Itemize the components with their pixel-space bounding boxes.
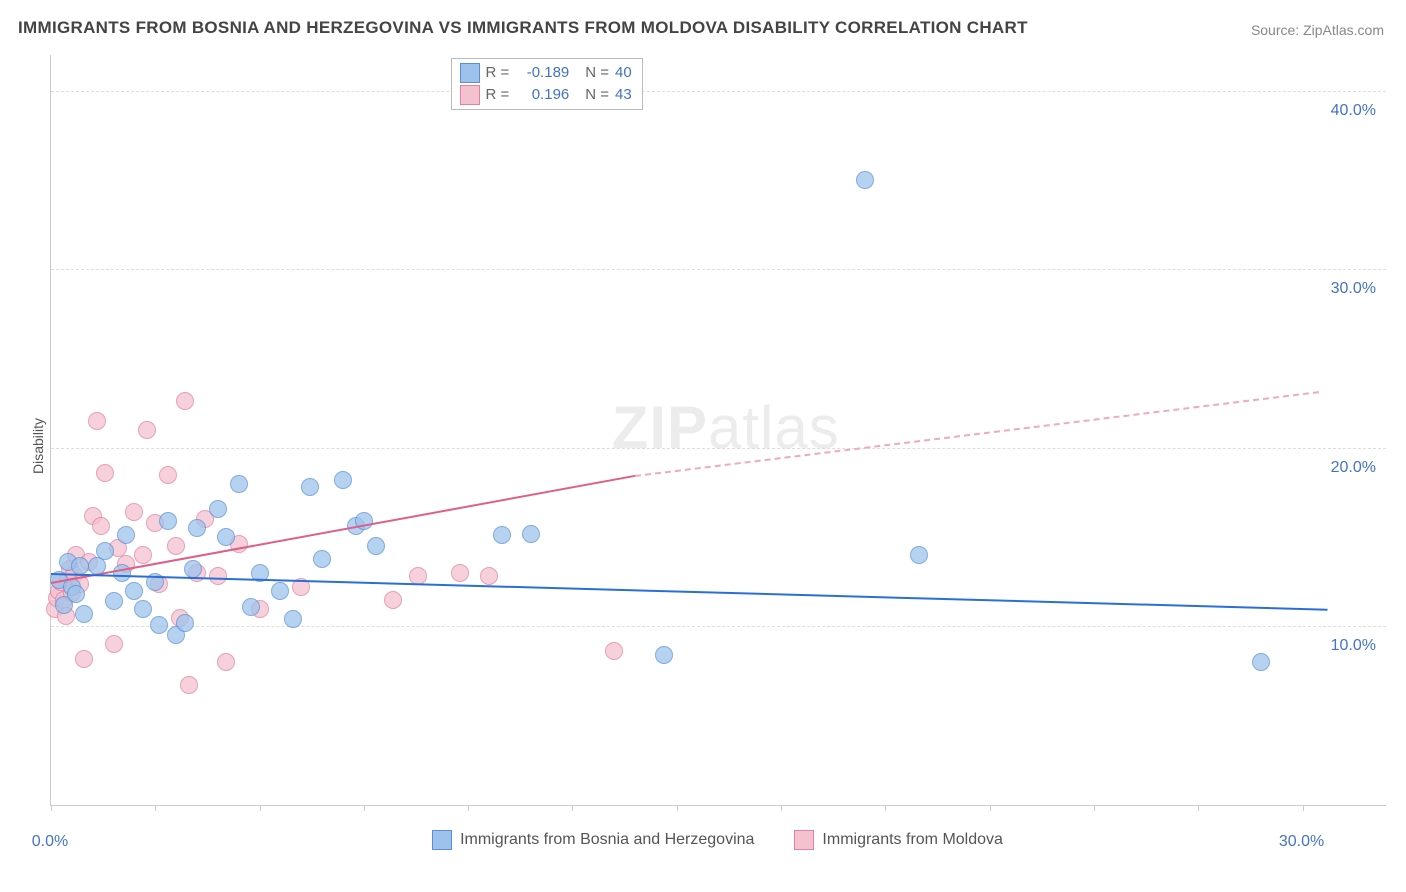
scatter-point-bosnia: [134, 600, 152, 618]
scatter-point-bosnia: [75, 605, 93, 623]
legend-stats-row: R = -0.189 N = 40: [460, 62, 632, 84]
source-attribution: Source: ZipAtlas.com: [1251, 22, 1384, 38]
scatter-point-bosnia: [493, 526, 511, 544]
x-tick: [1198, 805, 1199, 811]
scatter-point-bosnia: [301, 478, 319, 496]
scatter-point-moldova: [138, 421, 156, 439]
x-tick-label: 0.0%: [32, 833, 68, 851]
scatter-point-bosnia: [910, 546, 928, 564]
x-tick: [781, 805, 782, 811]
scatter-point-moldova: [75, 650, 93, 668]
scatter-point-bosnia: [230, 475, 248, 493]
chart-title: IMMIGRANTS FROM BOSNIA AND HERZEGOVINA V…: [18, 18, 1028, 38]
scatter-point-bosnia: [105, 592, 123, 610]
x-tick: [364, 805, 365, 811]
legend-r-label: R =: [486, 62, 510, 84]
y-tick-label: 40.0%: [1331, 102, 1376, 120]
x-tick: [1094, 805, 1095, 811]
legend-stats-row: R = 0.196 N = 43: [460, 84, 632, 106]
scatter-point-bosnia: [217, 528, 235, 546]
scatter-point-bosnia: [188, 519, 206, 537]
x-tick: [677, 805, 678, 811]
scatter-point-bosnia: [125, 582, 143, 600]
legend-series: Immigrants from Bosnia and Herzegovina Im…: [50, 830, 1385, 850]
gridline: [51, 91, 1386, 92]
legend-n-value: 43: [615, 84, 632, 106]
scatter-point-bosnia: [313, 550, 331, 568]
scatter-point-moldova: [167, 537, 185, 555]
x-tick: [1303, 805, 1304, 811]
legend-n-label: N =: [585, 84, 609, 106]
scatter-point-bosnia: [242, 598, 260, 616]
scatter-point-moldova: [134, 546, 152, 564]
scatter-point-bosnia: [209, 500, 227, 518]
legend-r-label: R =: [486, 84, 510, 106]
x-tick: [572, 805, 573, 811]
scatter-point-bosnia: [856, 171, 874, 189]
scatter-point-moldova: [384, 591, 402, 609]
scatter-point-bosnia: [113, 564, 131, 582]
scatter-plot: ZIPatlas 10.0% 20.0% 30.0% 40.0%: [50, 55, 1386, 806]
scatter-point-moldova: [92, 517, 110, 535]
y-tick-label: 20.0%: [1331, 459, 1376, 477]
scatter-point-moldova: [209, 567, 227, 585]
scatter-point-bosnia: [71, 557, 89, 575]
y-axis-label: Disability: [30, 418, 46, 474]
x-tick-label: 30.0%: [1279, 833, 1324, 851]
legend-n-label: N =: [585, 62, 609, 84]
scatter-point-bosnia: [655, 646, 673, 664]
legend-r-value: 0.196: [515, 84, 569, 106]
scatter-point-bosnia: [367, 537, 385, 555]
scatter-point-moldova: [88, 412, 106, 430]
gridline: [51, 448, 1386, 449]
scatter-point-bosnia: [150, 616, 168, 634]
scatter-point-bosnia: [284, 610, 302, 628]
scatter-point-moldova: [180, 676, 198, 694]
legend-series-label: Immigrants from Moldova: [822, 831, 1003, 849]
y-tick-label: 30.0%: [1331, 280, 1376, 298]
scatter-point-moldova: [96, 464, 114, 482]
legend-swatch: [460, 85, 480, 105]
x-tick: [468, 805, 469, 811]
scatter-point-bosnia: [1252, 653, 1270, 671]
scatter-point-bosnia: [184, 560, 202, 578]
scatter-point-bosnia: [117, 526, 135, 544]
watermark: ZIPatlas: [612, 393, 840, 462]
legend-n-value: 40: [615, 62, 632, 84]
trendline-moldova-dashed: [635, 391, 1319, 477]
scatter-point-moldova: [480, 567, 498, 585]
gridline: [51, 269, 1386, 270]
legend-stats-box: R = -0.189 N = 40 R = 0.196 N = 43: [451, 58, 643, 110]
legend-series-label: Immigrants from Bosnia and Herzegovina: [460, 831, 754, 849]
x-tick: [155, 805, 156, 811]
x-tick: [990, 805, 991, 811]
scatter-point-moldova: [159, 466, 177, 484]
scatter-point-moldova: [605, 642, 623, 660]
scatter-point-bosnia: [522, 525, 540, 543]
legend-series-item: Immigrants from Bosnia and Herzegovina: [432, 830, 754, 850]
legend-swatch: [794, 830, 814, 850]
legend-swatch: [460, 63, 480, 83]
scatter-point-moldova: [125, 503, 143, 521]
scatter-point-bosnia: [334, 471, 352, 489]
legend-series-item: Immigrants from Moldova: [794, 830, 1003, 850]
scatter-point-bosnia: [176, 614, 194, 632]
trendline-moldova-solid: [51, 475, 635, 584]
scatter-point-moldova: [176, 392, 194, 410]
x-tick: [51, 805, 52, 811]
scatter-point-moldova: [451, 564, 469, 582]
x-tick: [885, 805, 886, 811]
legend-r-value: -0.189: [515, 62, 569, 84]
scatter-point-bosnia: [67, 585, 85, 603]
gridline: [51, 626, 1386, 627]
x-tick: [260, 805, 261, 811]
scatter-point-moldova: [217, 653, 235, 671]
scatter-point-bosnia: [96, 542, 114, 560]
scatter-point-moldova: [105, 635, 123, 653]
scatter-point-bosnia: [271, 582, 289, 600]
y-tick-label: 10.0%: [1331, 637, 1376, 655]
legend-swatch: [432, 830, 452, 850]
scatter-point-bosnia: [159, 512, 177, 530]
